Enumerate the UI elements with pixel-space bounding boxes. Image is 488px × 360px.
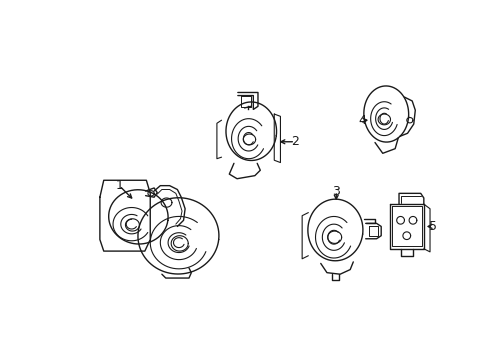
Text: 4: 4 <box>357 114 365 127</box>
Text: 1: 1 <box>115 179 123 192</box>
Text: 5: 5 <box>428 220 436 233</box>
Text: 2: 2 <box>291 135 299 148</box>
Text: 3: 3 <box>332 185 340 198</box>
